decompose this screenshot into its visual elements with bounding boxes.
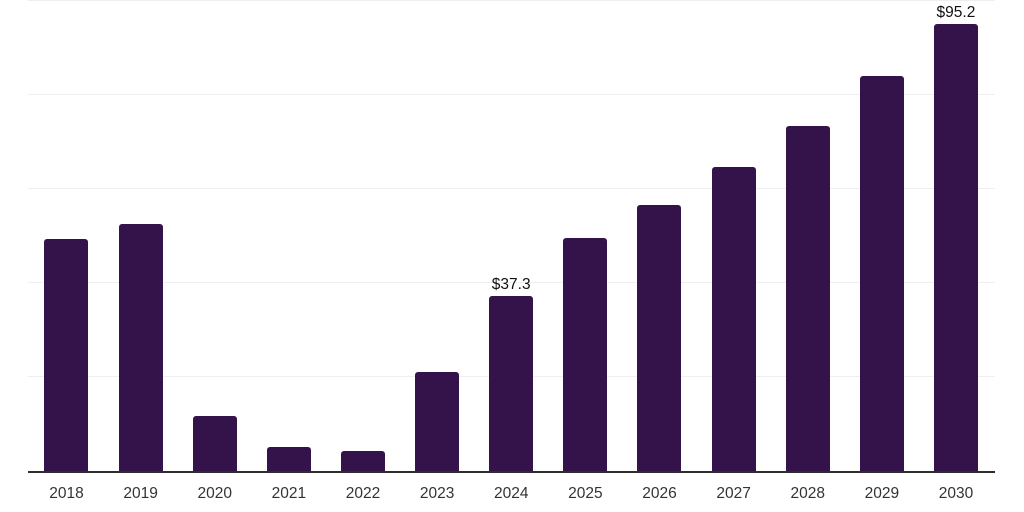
x-tick-2024: 2024 <box>493 485 529 502</box>
x-tick-2023: 2023 <box>419 485 455 502</box>
x-tick-2028: 2028 <box>790 485 825 502</box>
bar-2022 <box>340 451 385 471</box>
value-label-2030: $95.2 <box>936 3 976 21</box>
x-tick-2026: 2026 <box>642 485 677 502</box>
bar-2025 <box>563 237 608 471</box>
gridline-40 <box>28 282 995 283</box>
bar-2019 <box>118 223 163 471</box>
gridline-80 <box>28 94 995 95</box>
x-tick-2019: 2019 <box>123 485 158 502</box>
x-tick-2027: 2027 <box>716 485 751 502</box>
x-tick-2020: 2020 <box>197 485 232 502</box>
bar-2024 <box>489 295 534 471</box>
x-axis-line <box>28 470 995 473</box>
x-tick-2021: 2021 <box>271 485 307 502</box>
bar-2028 <box>785 125 830 471</box>
x-tick-2030: 2030 <box>938 485 974 502</box>
bar-2023 <box>415 372 460 471</box>
bar-2030 <box>933 23 978 471</box>
x-tick-2022: 2022 <box>345 485 381 502</box>
bar-2021 <box>266 446 311 471</box>
bar-2029 <box>859 76 904 471</box>
value-label-2024: $37.3 <box>491 275 531 293</box>
gridline-60 <box>28 188 995 189</box>
x-tick-2029: 2029 <box>864 485 900 502</box>
bar-2018 <box>44 239 89 471</box>
gridline-100 <box>28 0 995 1</box>
x-tick-2025: 2025 <box>568 485 603 502</box>
bar-2027 <box>711 167 756 471</box>
bar-2020 <box>192 416 237 471</box>
x-tick-2018: 2018 <box>49 485 84 502</box>
bar-2026 <box>637 205 682 471</box>
